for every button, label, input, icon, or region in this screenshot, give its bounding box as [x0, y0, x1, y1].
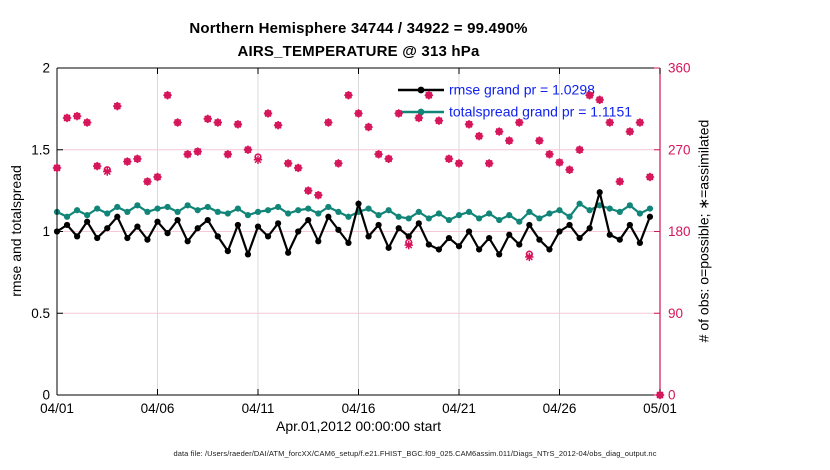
x-tick-label: 05/01	[643, 401, 677, 416]
legend: rmse grand pr = 1.0298 totalspread grand …	[398, 82, 632, 120]
obs-assimilated-marker	[214, 118, 222, 127]
obs-assimilated-marker	[566, 166, 574, 174]
obs-assimilated-marker	[53, 164, 61, 172]
obs-assimilated-marker	[586, 91, 594, 99]
obs-assimilated-marker	[445, 155, 453, 163]
y-tick-label-left: 2	[42, 61, 50, 76]
rmse-series-line	[56, 191, 651, 258]
obs-assimilated-marker	[83, 118, 91, 127]
legend-marker	[417, 108, 425, 116]
y-tick-label-left: 0.5	[31, 306, 50, 321]
obs-assimilated-marker	[385, 155, 393, 163]
obs-assimilated-marker	[515, 118, 523, 127]
obs-assimilated-marker	[354, 109, 363, 117]
obs-assimilated-marker	[525, 253, 533, 261]
y-tick-label-left: 1	[42, 224, 50, 239]
chart-title-line2: AIRS_TEMPERATURE @ 313 hPa	[237, 43, 480, 60]
x-tick-label: 04/01	[40, 401, 74, 416]
obs-assimilated-marker	[626, 128, 634, 136]
obs-assimilated-marker	[435, 117, 443, 125]
y-tick-label-left: 1.5	[31, 142, 50, 157]
obs-assimilated-marker	[405, 241, 413, 249]
obs-assimilated-marker	[264, 109, 272, 117]
obs-assimilated-marker	[324, 118, 332, 127]
obs-assimilated-marker	[596, 96, 604, 104]
obs-assimilated-marker	[244, 146, 252, 154]
obs-assimilated-marker	[616, 178, 624, 186]
rmse-series	[53, 189, 654, 258]
data-file-caption: data file: /Users/raeder/DAI/ATM_forcXX/…	[173, 449, 657, 458]
obs-assimilated-marker	[153, 173, 162, 181]
obs-assimilated-marker	[284, 159, 292, 167]
obs-assimilated-marker	[194, 148, 202, 156]
y-tick-label-right: 180	[668, 224, 691, 239]
obs-assimilated-marker	[535, 137, 543, 145]
obs-assimilated-marker	[204, 115, 212, 123]
obs-assimilated-marker	[184, 150, 192, 158]
obs-assimilated-marker	[656, 391, 664, 399]
obs-assimilated-marker	[475, 132, 483, 140]
y-tick-label-right: 270	[668, 142, 691, 157]
obs-assimilated-marker	[234, 120, 242, 128]
obs-assimilated-marker	[63, 114, 71, 122]
obs-assimilated-marker	[314, 191, 322, 199]
obs-assimilated-marker	[334, 159, 342, 167]
obs-scatter	[52, 91, 665, 400]
obs-assimilated-marker	[576, 146, 584, 154]
legend-label: totalspread grand pr = 1.1151	[449, 104, 632, 120]
obs-assimilated-marker	[254, 156, 262, 164]
obs-assimilated-marker	[545, 150, 553, 158]
obs-assimilated-marker	[495, 128, 503, 136]
obs-assimilated-marker	[123, 158, 131, 166]
y-tick-label-right: 0	[668, 388, 676, 403]
obs-assimilated-marker	[465, 120, 473, 128]
y-tick-label-right: 90	[668, 306, 683, 321]
obs-assimilated-marker	[455, 159, 463, 167]
obs-assimilated-marker	[174, 118, 182, 127]
obs-assimilated-marker	[133, 155, 141, 163]
obs-assimilated-marker	[164, 91, 172, 99]
x-tick-label: 04/11	[242, 401, 275, 416]
x-tick-label: 04/26	[543, 401, 577, 416]
obs-assimilated-marker	[415, 114, 423, 122]
obs-assimilated-marker	[344, 91, 352, 99]
obs-assimilated-marker	[425, 91, 433, 99]
obs-assimilated-marker	[485, 159, 493, 167]
legend-label: rmse grand pr = 1.0298	[449, 82, 595, 98]
legend-marker	[417, 86, 425, 94]
y-tick-label-right: 360	[668, 61, 691, 76]
obs-assimilated-marker	[395, 109, 403, 117]
obs-assimilated-marker	[224, 150, 232, 158]
x-axis-label: Apr.01,2012 00:00:00 start	[275, 418, 441, 434]
obs-assimilated-marker	[646, 173, 654, 181]
x-tick-label: 04/16	[342, 401, 376, 416]
chart-title-line1: Northern Hemisphere 34744 / 34922 = 99.4…	[189, 20, 528, 37]
axes: 04/01 04/06 04/11 04/16 04/21 04/26 05/0100.51…	[31, 61, 690, 417]
obs-assimilated-marker	[103, 168, 111, 176]
obs-assimilated-marker	[375, 150, 383, 158]
obs-assimilated-marker	[505, 137, 513, 145]
obs-assimilated-marker	[365, 123, 373, 131]
x-tick-label: 04/06	[141, 401, 175, 416]
obs-assimilated-marker	[304, 187, 312, 195]
x-tick-label: 04/21	[442, 401, 476, 416]
y-tick-label-left: 0	[42, 388, 50, 403]
obs-assimilated-marker	[294, 164, 302, 172]
obs-assimilated-marker	[606, 118, 614, 127]
obs-assimilated-marker	[636, 118, 644, 127]
obs-assimilated-marker	[73, 112, 81, 120]
obs-assimilated-marker	[274, 121, 282, 129]
obs-assimilated-marker	[113, 102, 121, 110]
obs-assimilated-marker	[143, 178, 151, 186]
obs-assimilated-marker	[93, 162, 101, 170]
obs-assimilated-marker	[555, 158, 564, 166]
